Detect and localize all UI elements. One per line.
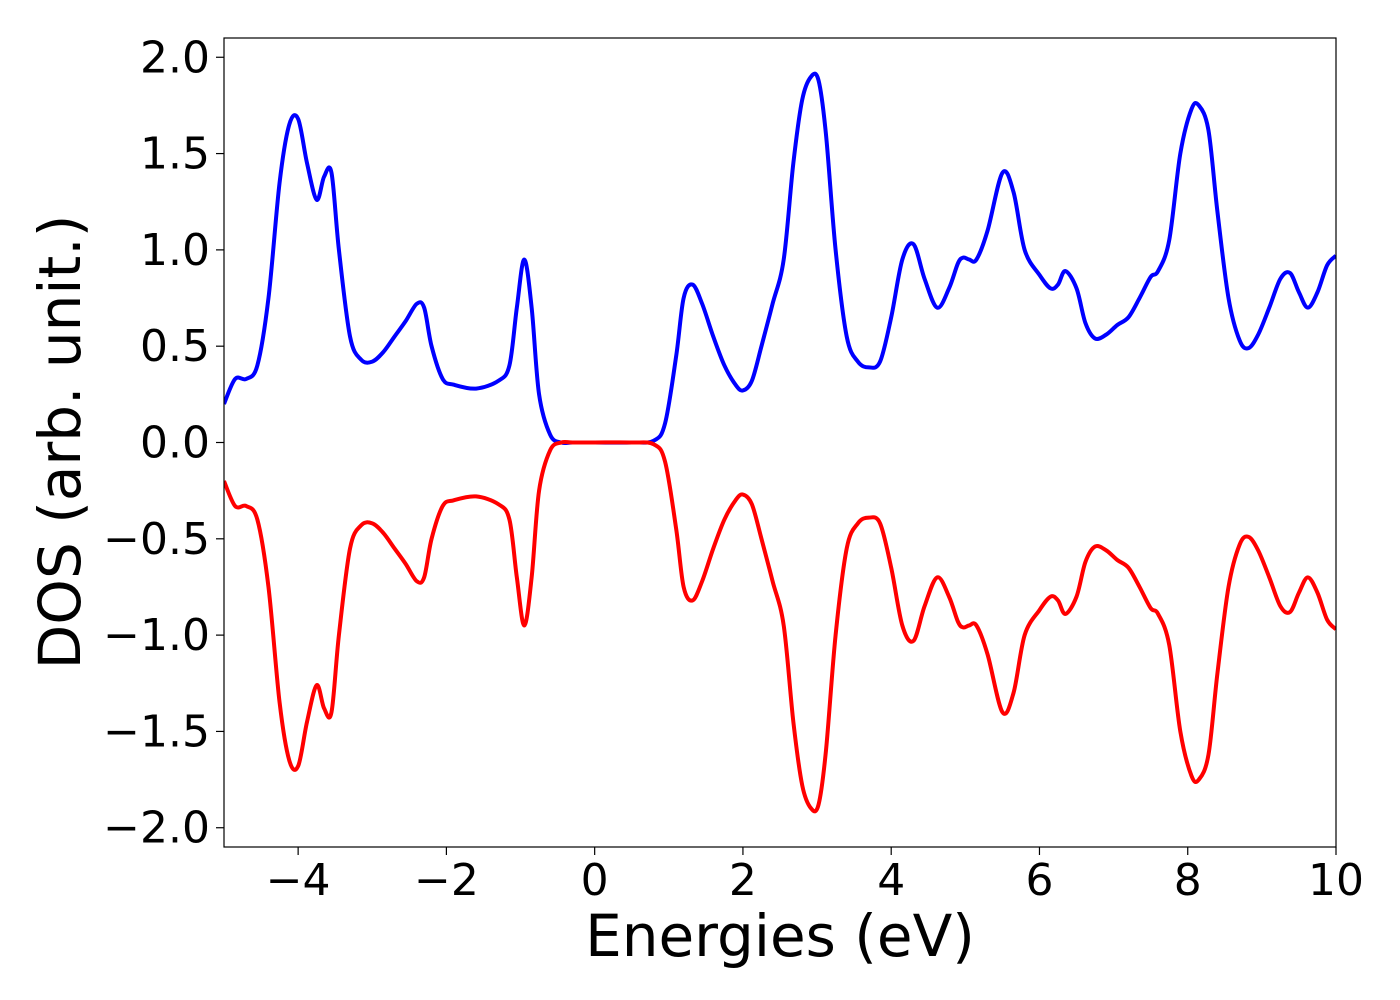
y-axis-label: DOS (arb. unit.) [26, 215, 94, 670]
x-tick-label: 4 [877, 855, 905, 906]
y-tick-label: −2.0 [103, 803, 210, 854]
y-tick-label: 2.0 [140, 32, 210, 83]
x-tick-label: 2 [729, 855, 757, 906]
y-tick-label: −1.0 [103, 610, 210, 661]
y-axis: 2.0 1.5 1.0 0.5 0.0 −0.5 −1.0 −1.5 −2.0 [103, 32, 224, 854]
y-tick-label: 1.0 [140, 225, 210, 276]
x-tick-label: 8 [1174, 855, 1202, 906]
x-tick-label: 10 [1308, 855, 1364, 906]
series-line-up [224, 71, 1336, 446]
x-axis: −4 −2 0 2 4 6 8 10 [266, 847, 1364, 906]
series-layer [224, 71, 1336, 814]
y-tick-label: 1.5 [140, 129, 210, 180]
series-line-down [224, 439, 1336, 814]
x-tick-label: −2 [414, 855, 479, 906]
y-tick-label: 0.0 [140, 418, 210, 469]
x-tick-label: 6 [1025, 855, 1053, 906]
x-tick-label: −4 [266, 855, 331, 906]
x-tick-label: 0 [581, 855, 609, 906]
y-tick-label: 0.5 [140, 321, 210, 372]
y-tick-label: −1.5 [103, 706, 210, 757]
x-axis-label: Energies (eV) [585, 902, 975, 970]
y-tick-label: −0.5 [103, 514, 210, 565]
